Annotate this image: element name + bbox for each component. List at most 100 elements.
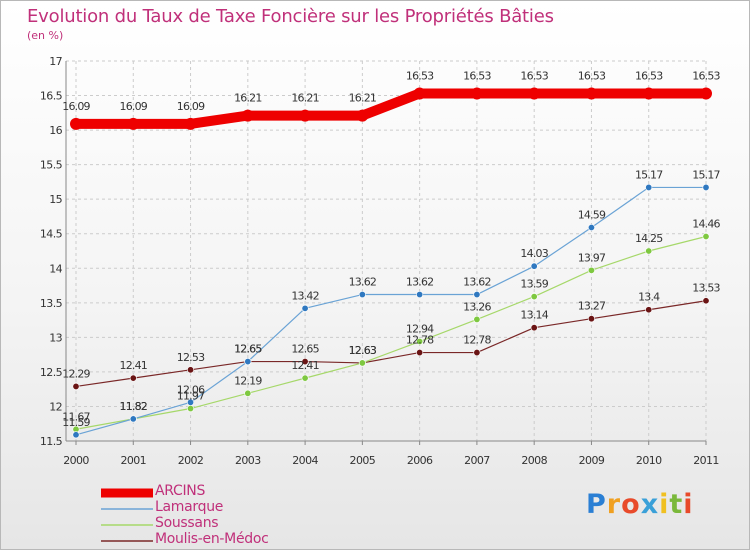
data-point: [70, 117, 82, 130]
data-point: [358, 359, 366, 367]
data-label: 16.53: [406, 69, 434, 82]
data-label: 13.42: [291, 289, 319, 302]
data-point: [358, 291, 366, 299]
data-label: 13.4: [638, 291, 660, 304]
x-tick-label: 2008: [521, 454, 547, 467]
data-point: [187, 366, 195, 374]
data-label: 13.14: [520, 309, 548, 322]
y-tick-label: 16: [49, 124, 62, 137]
data-label: 16.53: [520, 69, 548, 82]
data-label: 16.21: [349, 92, 377, 105]
legend-label: Soussans: [155, 515, 219, 531]
legend-label: Lamarque: [155, 499, 224, 515]
data-point: [528, 87, 541, 100]
data-label: 14.59: [578, 209, 606, 222]
legend-swatch: [101, 524, 153, 526]
data-label: 12.65: [234, 343, 262, 356]
data-label: 12.94: [406, 323, 434, 336]
data-label: 12.29: [62, 367, 90, 380]
data-label: 16.09: [177, 100, 205, 113]
logo-letter: i: [683, 489, 694, 520]
data-label: 13.26: [463, 300, 491, 313]
data-point: [587, 224, 595, 232]
data-point: [299, 109, 312, 122]
logo-letter: i: [659, 489, 670, 520]
data-point: [645, 247, 653, 255]
data-point: [702, 232, 710, 240]
x-tick-label: 2004: [292, 454, 318, 467]
data-label: 14.03: [520, 247, 548, 260]
data-point: [473, 291, 481, 299]
data-label: 14.25: [635, 232, 663, 245]
x-tick-label: 2001: [120, 454, 146, 467]
data-point: [530, 262, 538, 270]
x-tick-label: 2002: [178, 454, 204, 467]
x-tick-label: 2005: [350, 454, 376, 467]
data-label: 11.67: [62, 410, 90, 423]
y-tick-label: 12: [49, 400, 62, 413]
data-label: 13.97: [578, 251, 606, 264]
data-point: [416, 338, 424, 346]
data-label: 12.78: [406, 334, 434, 347]
data-label: 14.46: [692, 217, 720, 230]
data-label: 13.27: [578, 300, 606, 313]
unit-label: (en %): [27, 29, 64, 42]
data-label: 16.53: [692, 69, 720, 82]
data-point: [645, 306, 653, 314]
data-point: [530, 293, 538, 301]
data-point: [473, 349, 481, 357]
y-tick-label: 15.5: [40, 159, 63, 172]
x-tick-label: 2003: [235, 454, 261, 467]
data-label: 11.82: [120, 400, 148, 413]
y-tick-label: 11.5: [40, 435, 63, 448]
data-point: [127, 117, 140, 130]
data-label: 16.09: [62, 100, 90, 113]
data-label: 13.62: [463, 276, 491, 289]
data-point: [416, 349, 424, 357]
data-label: 12.65: [234, 343, 262, 356]
data-label: 13.62: [406, 276, 434, 289]
y-tick-label: 15: [49, 193, 62, 206]
series-line-3: [75, 300, 707, 388]
chart-title: Evolution du Taux de Taxe Foncière sur l…: [27, 6, 554, 27]
y-tick-label: 13.5: [40, 297, 63, 310]
data-point: [700, 87, 712, 100]
legend-label: ARCINS: [155, 483, 206, 499]
data-point: [301, 374, 309, 382]
data-point: [413, 87, 426, 100]
data-label: 12.53: [177, 351, 205, 364]
data-point: [356, 109, 369, 122]
data-point: [72, 382, 80, 390]
legend-swatch: [101, 508, 153, 510]
data-point: [244, 389, 252, 397]
data-point: [187, 405, 195, 413]
y-tick-label: 16.5: [40, 90, 63, 103]
data-point: [473, 315, 481, 323]
data-label: 16.21: [234, 92, 262, 105]
data-label: 15.17: [635, 168, 663, 181]
data-point: [129, 415, 137, 423]
x-tick-label: 2011: [693, 454, 719, 467]
x-tick-label: 2010: [636, 454, 662, 467]
grid: [66, 60, 707, 442]
series-markers: [70, 87, 712, 439]
data-label: 12.41: [120, 359, 148, 372]
data-point: [645, 183, 653, 191]
series-line-1: [75, 186, 707, 436]
series-line-2: [75, 235, 707, 430]
y-tick-label: 14: [49, 262, 62, 275]
legend-swatch: [101, 488, 153, 498]
data-label: 12.63: [349, 344, 377, 357]
data-point: [72, 431, 80, 439]
logo-letter: o: [621, 489, 641, 520]
data-label: 13.62: [349, 276, 377, 289]
data-labels: 16.09 16.09 16.09 16.21 16.21 16.21 16.53 16.53…: [62, 69, 721, 428]
data-label: 13.59: [520, 278, 548, 291]
logo-letter: r: [606, 489, 622, 520]
x-tick-label: 2006: [407, 454, 433, 467]
data-label: 16.53: [635, 69, 663, 82]
data-point: [702, 297, 710, 305]
data-label: 12.41: [291, 359, 319, 372]
series-line-0: [71, 88, 711, 129]
data-point: [301, 358, 309, 366]
